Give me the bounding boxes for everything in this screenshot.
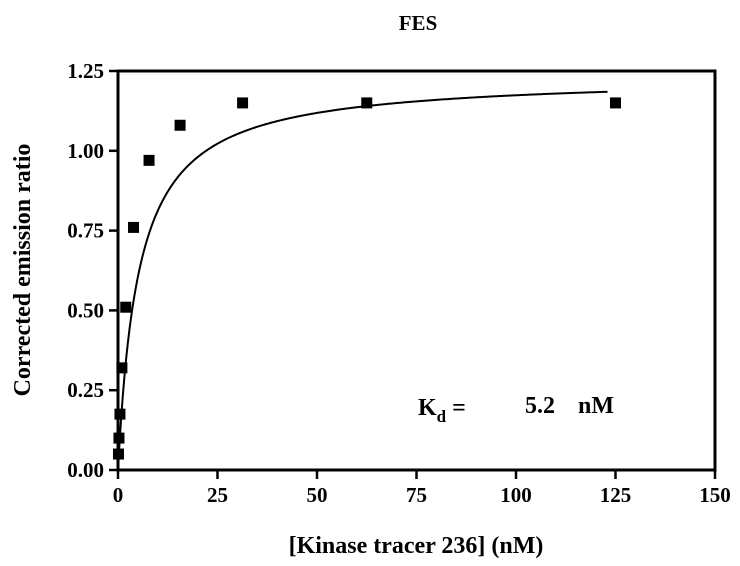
x-tick-label: 0 [113, 483, 124, 507]
x-tick-label: 100 [500, 483, 532, 507]
data-point [610, 97, 621, 109]
data-point [120, 301, 132, 313]
kd-value: 5.2 [525, 393, 555, 419]
x-tick-label: 125 [600, 483, 632, 507]
kd-label: Kd = [418, 395, 466, 426]
plot-frame [116, 69, 717, 472]
data-point [237, 97, 249, 109]
chart-title: FES [399, 11, 438, 35]
kd-equals: = [452, 395, 466, 421]
x-tick-label: 75 [406, 483, 427, 507]
kd-annotation: Kd = 5.2 nM [418, 393, 614, 426]
y-tick-label: 0.00 [67, 458, 104, 482]
kd-subscript: d [437, 407, 447, 426]
kd-symbol: K [418, 395, 437, 421]
data-point [114, 408, 126, 420]
x-tick-label: 50 [307, 483, 328, 507]
x-tick-label: 150 [699, 483, 731, 507]
y-tick-label: 1.00 [67, 139, 104, 163]
axis-ticks: 0 25 50 75 100 125 150 0.00 0.25 0.50 0.75 1.00 1.25 [67, 59, 731, 507]
data-point [113, 432, 125, 444]
x-tick-label: 25 [207, 483, 228, 507]
y-tick-label: 0.50 [67, 298, 104, 322]
data-point [112, 448, 124, 460]
y-axis-label: Corrected emission ratio [10, 144, 36, 397]
y-tick-label: 1.25 [67, 59, 104, 83]
data-point [361, 97, 373, 109]
data-point [128, 221, 140, 233]
data-point [174, 119, 186, 131]
y-tick-label: 0.75 [67, 219, 104, 243]
data-point [116, 362, 128, 374]
data-points-layer [112, 97, 621, 460]
data-point [143, 154, 155, 166]
kd-unit: nM [578, 393, 614, 419]
y-tick-label: 0.25 [67, 378, 104, 402]
x-axis-label: [Kinase tracer 236] (nM) [289, 533, 544, 559]
